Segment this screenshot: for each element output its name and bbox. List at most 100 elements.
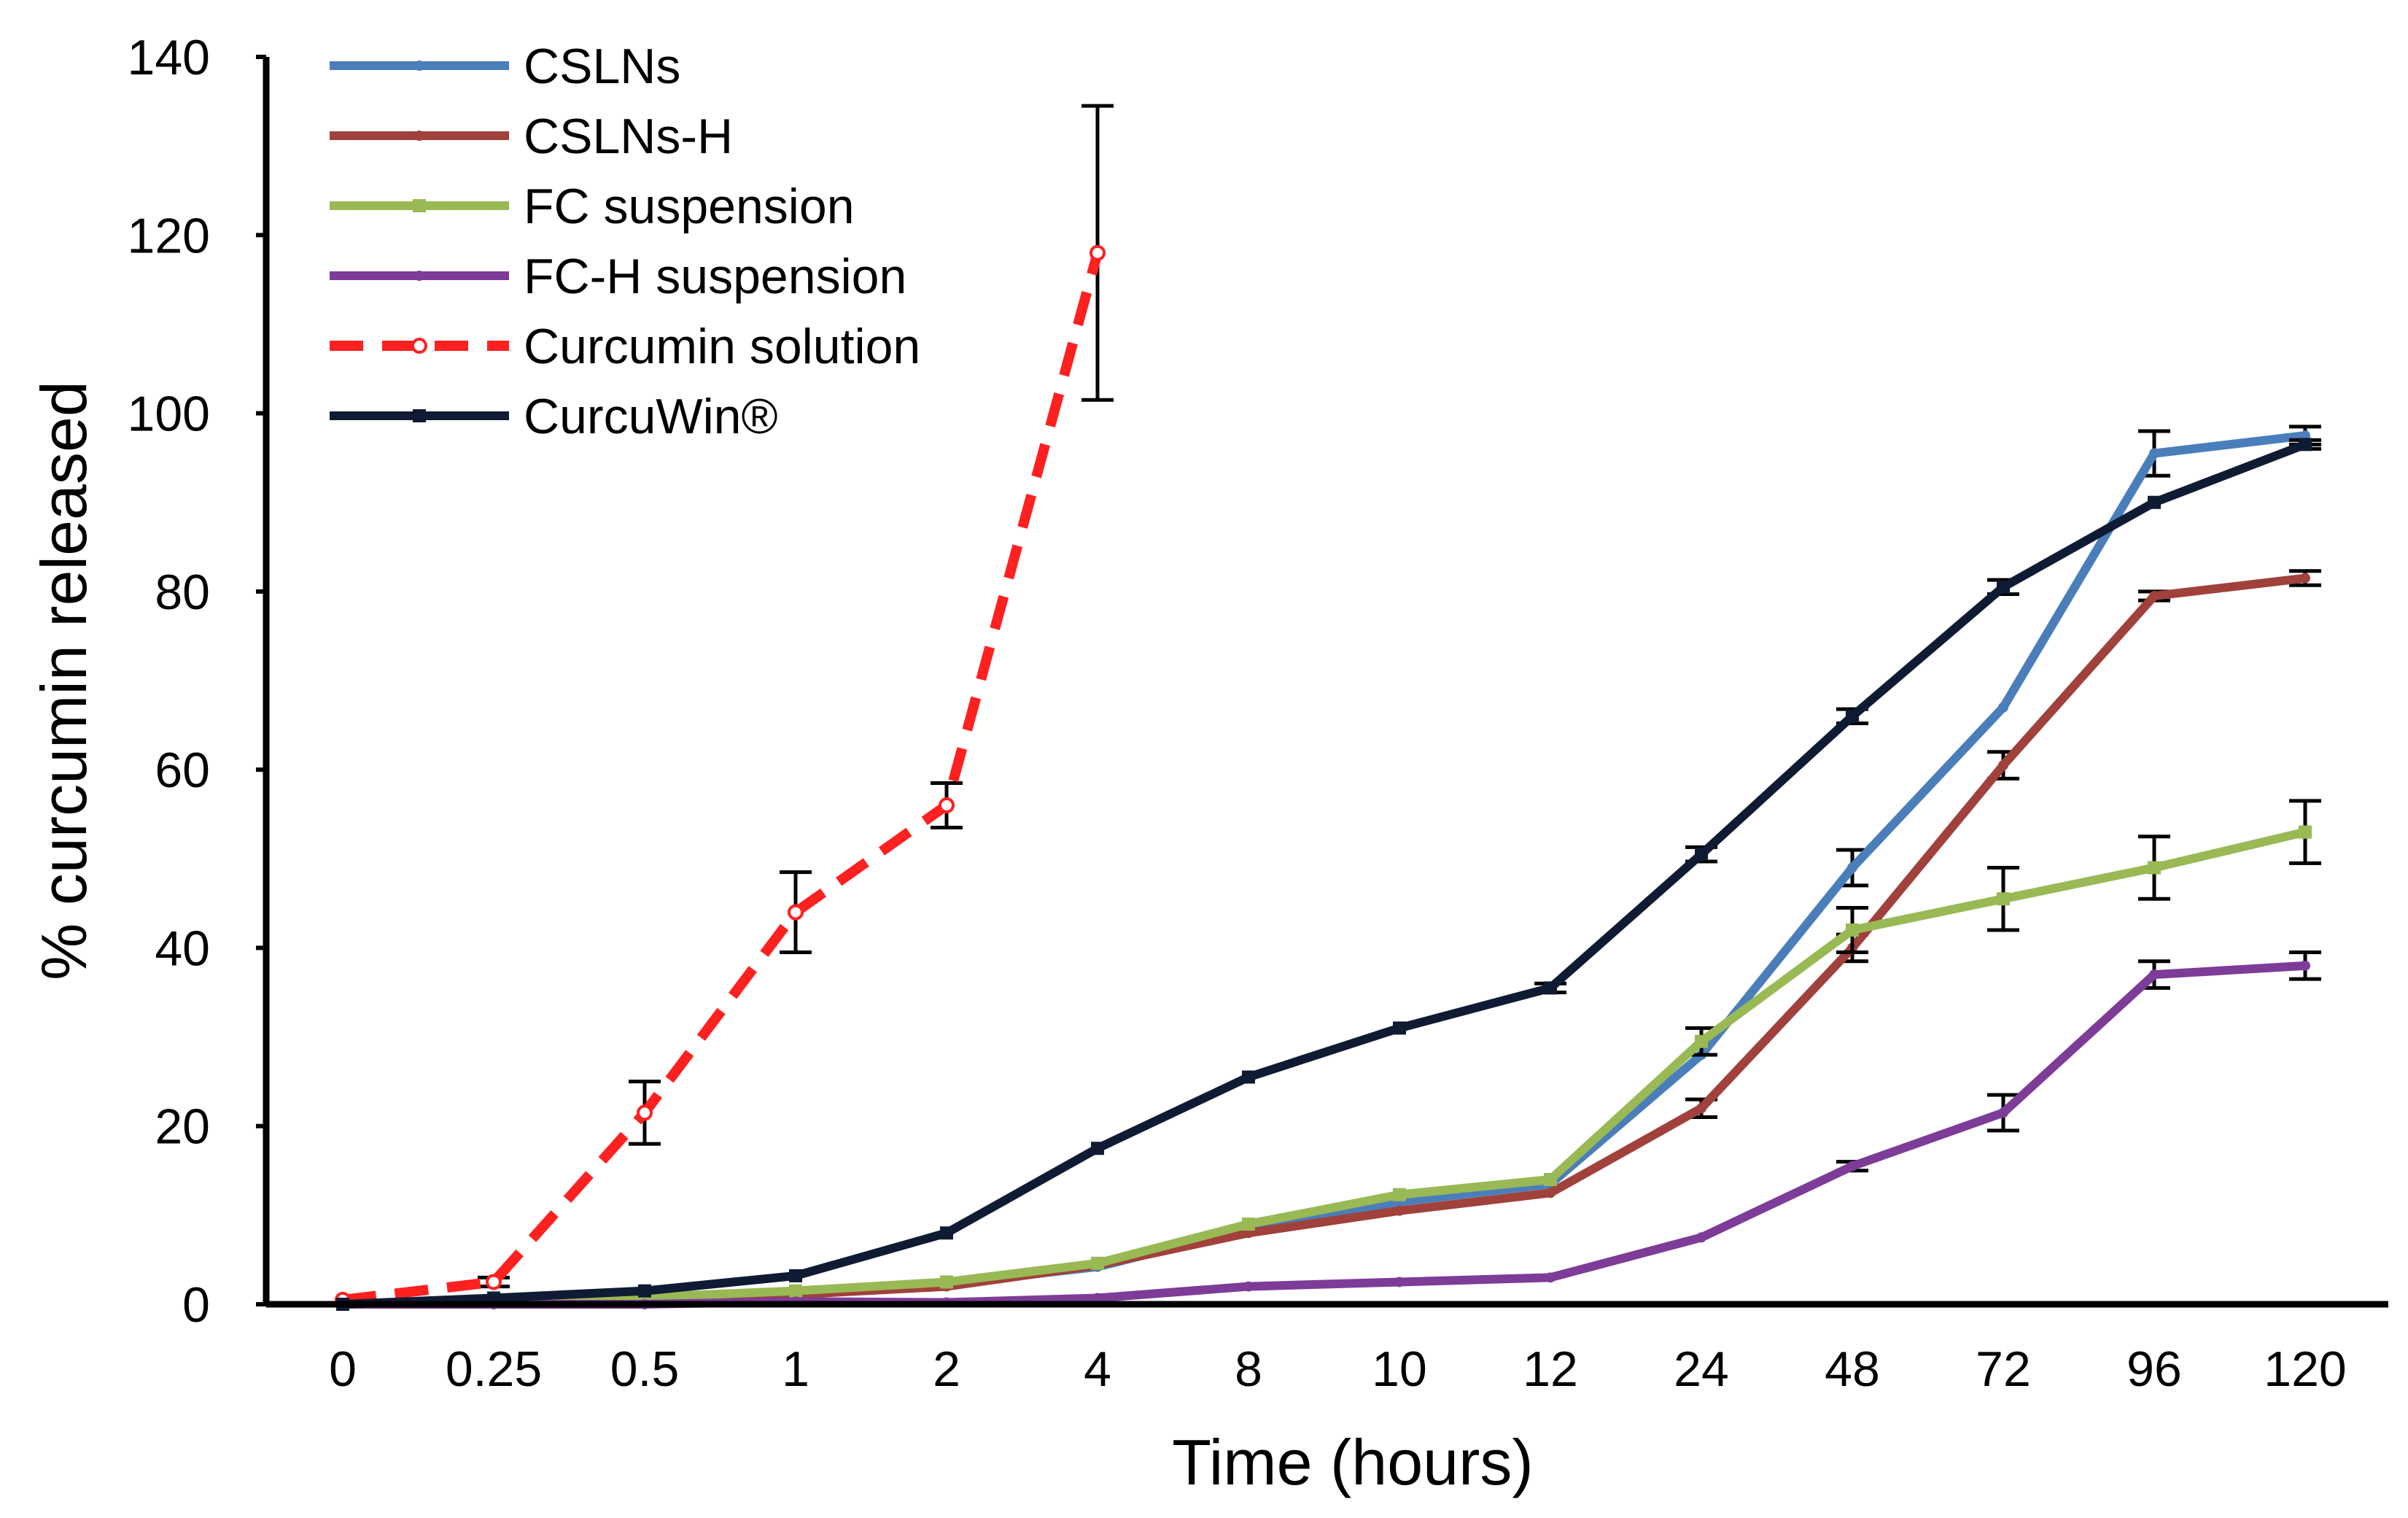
data-point bbox=[2148, 861, 2161, 875]
data-point bbox=[788, 904, 804, 921]
x-tick-label: 0.5 bbox=[610, 1341, 680, 1397]
x-tick-label: 24 bbox=[1674, 1341, 1729, 1397]
data-point bbox=[1998, 760, 2008, 771]
data-point bbox=[1545, 1188, 1556, 1198]
y-tick-label: 100 bbox=[128, 387, 210, 442]
data-point bbox=[1243, 1281, 1254, 1292]
legend-label: Curcumin solution bbox=[524, 319, 920, 374]
y-tick-label: 60 bbox=[155, 743, 210, 798]
data-point bbox=[1394, 1277, 1405, 1287]
series-line bbox=[342, 827, 2307, 1309]
data-point bbox=[789, 1269, 802, 1282]
data-point bbox=[2300, 960, 2310, 971]
x-tick-label: 96 bbox=[2127, 1341, 2182, 1397]
y-tick-layer: 0 20 40 60 80 100 120 140 bbox=[128, 30, 266, 1333]
legend: CSLNs CSLNs-H FC suspension FC-H suspension… bbox=[330, 39, 920, 444]
legend-marker bbox=[414, 131, 424, 141]
data-point bbox=[1846, 709, 1859, 723]
legend-item: FC suspension bbox=[330, 179, 855, 234]
series-fc-h-suspension bbox=[338, 950, 2321, 1309]
y-axis-title: % curcumin released bbox=[28, 381, 100, 980]
data-point bbox=[637, 1104, 653, 1121]
data-point bbox=[486, 1274, 502, 1290]
y-tick-label: 40 bbox=[155, 921, 210, 976]
x-tick-label: 120 bbox=[2264, 1341, 2346, 1397]
legend-marker bbox=[413, 409, 426, 422]
legend-marker bbox=[414, 61, 424, 71]
x-tick-layer: 0 0.25 0.5 1 2 4 8 10 12 24 48 72 96 120 bbox=[329, 1341, 2347, 1397]
legend-label: CSLNs bbox=[524, 39, 680, 94]
data-point bbox=[1695, 848, 1708, 861]
data-point bbox=[2149, 448, 2159, 459]
data-point bbox=[638, 1284, 651, 1298]
legend-item: CurcuWin® bbox=[330, 389, 778, 444]
x-tick-label: 10 bbox=[1372, 1341, 1427, 1397]
data-point bbox=[1997, 580, 2010, 594]
legend-marker bbox=[411, 338, 427, 354]
legend-marker bbox=[413, 199, 426, 212]
data-point bbox=[940, 1275, 953, 1289]
y-tick-label: 0 bbox=[182, 1277, 210, 1333]
data-point bbox=[1090, 244, 1106, 261]
data-point bbox=[2148, 495, 2161, 509]
x-tick-label: 1 bbox=[782, 1341, 809, 1397]
data-point bbox=[2149, 590, 2159, 601]
series-line bbox=[343, 961, 2306, 1309]
legend-label: FC-H suspension bbox=[524, 249, 906, 304]
data-point bbox=[1847, 1161, 1857, 1172]
data-point bbox=[2149, 969, 2159, 980]
series-cslns bbox=[338, 425, 2321, 1309]
data-point bbox=[1544, 1173, 1557, 1186]
x-tick-label: 12 bbox=[1523, 1341, 1578, 1397]
x-axis-title: Time (hours) bbox=[1172, 1426, 1533, 1498]
data-point bbox=[1092, 1293, 1103, 1304]
data-point bbox=[2299, 825, 2312, 839]
legend-label: FC suspension bbox=[524, 179, 855, 234]
legend-marker bbox=[414, 271, 424, 281]
data-point bbox=[1846, 923, 1859, 937]
legend-item: FC-H suspension bbox=[330, 249, 906, 304]
data-point bbox=[789, 1284, 802, 1298]
axis-layer bbox=[263, 57, 2388, 1308]
series-line bbox=[342, 440, 2307, 1309]
y-tick-label: 20 bbox=[155, 1099, 210, 1155]
data-point bbox=[1847, 862, 1857, 873]
legend-item: CSLNs bbox=[330, 39, 680, 94]
series-line bbox=[342, 251, 1103, 1305]
x-tick-label: 0.25 bbox=[446, 1341, 542, 1397]
data-point bbox=[939, 797, 955, 813]
x-tick-label: 8 bbox=[1235, 1341, 1262, 1397]
y-tick-label: 120 bbox=[128, 208, 210, 263]
series-curcumin-solution bbox=[335, 104, 1114, 1308]
y-tick-label: 140 bbox=[128, 30, 210, 85]
series-curcuwin bbox=[336, 438, 2321, 1311]
legend-item: Curcumin solution bbox=[330, 319, 920, 374]
data-point bbox=[1696, 1232, 1706, 1243]
data-point bbox=[1997, 892, 2010, 906]
data-point bbox=[1242, 1217, 1255, 1231]
data-point bbox=[1545, 1272, 1556, 1283]
data-point bbox=[1242, 1070, 1255, 1084]
x-tick-label: 2 bbox=[933, 1341, 960, 1397]
data-point bbox=[2299, 438, 2312, 452]
data-point bbox=[1394, 1205, 1405, 1216]
legend-label: CurcuWin® bbox=[524, 389, 778, 444]
data-point bbox=[1695, 1034, 1708, 1048]
data-point bbox=[940, 1226, 953, 1240]
series-line bbox=[342, 431, 2306, 1309]
series-fc-suspension bbox=[336, 799, 2321, 1311]
data-point bbox=[1393, 1021, 1406, 1035]
x-tick-label: 48 bbox=[1825, 1341, 1880, 1397]
x-tick-label: 0 bbox=[329, 1341, 357, 1397]
data-point bbox=[1998, 1107, 2008, 1118]
data-point bbox=[1393, 1188, 1406, 1201]
x-tick-label: 4 bbox=[1084, 1341, 1111, 1397]
y-tick-label: 80 bbox=[155, 565, 210, 620]
data-point bbox=[1998, 702, 2008, 713]
data-point bbox=[1091, 1256, 1104, 1270]
legend-item: CSLNs-H bbox=[330, 109, 733, 164]
data-point bbox=[1544, 981, 1557, 995]
x-tick-label: 72 bbox=[1976, 1341, 2031, 1397]
series-cslns-h bbox=[338, 569, 2321, 1309]
